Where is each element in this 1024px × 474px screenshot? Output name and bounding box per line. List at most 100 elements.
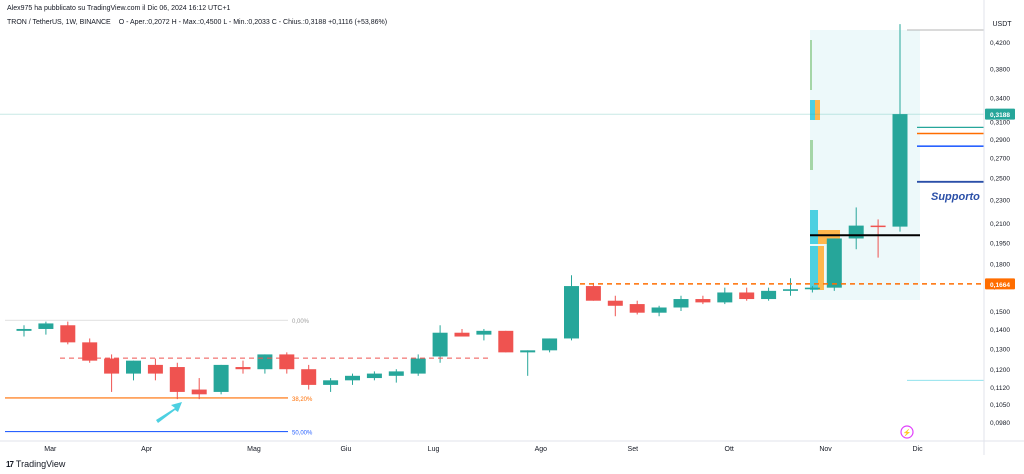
candle-body [366,373,382,379]
candle [783,278,798,296]
candle [147,358,163,381]
candle [410,354,426,376]
price-tick-label: 0,2500 [990,176,1010,183]
brand: 17 TradingView [6,459,65,469]
candle [323,378,339,392]
candle-body [651,307,667,313]
candle-body [104,358,120,374]
price-tick-label: 0,2900 [990,137,1010,144]
publisher-line: Alex975 ha pubblicato su TradingView.com… [7,5,231,12]
price-tick-label: 0,1300 [990,346,1010,353]
candle-body [892,114,908,227]
event-marker-icon[interactable] [900,425,914,439]
candle [257,354,273,374]
time-tick-label: Mar [44,446,57,453]
candle [126,360,141,381]
candle-body [673,299,689,308]
vp-bar [810,140,813,170]
horizontal-lines: Supporto [0,29,984,381]
tradingview-logo-icon: 17 [6,459,14,469]
vp-bar [810,230,818,244]
candle [761,287,777,301]
vp-bar [815,100,820,120]
price-tick-label: 0,1050 [990,402,1010,409]
candle-body [585,286,601,301]
candle [476,328,492,341]
candle [585,282,601,301]
price-tick-label: 0,3100 [990,119,1010,126]
candle-body [607,300,623,306]
candle [826,238,842,291]
price-tick-label: 0,1400 [990,327,1010,334]
candle-body [213,364,229,392]
candle-body [235,367,251,370]
candle-body [542,338,558,351]
ohlc-values: O - Aper.:0,2072 H - Max.:0,4500 L - Min… [118,19,388,26]
time-tick-label: Nov [819,446,832,453]
price-tick-label: 0,1120 [990,385,1010,392]
fib-label: 50,00% [292,431,313,437]
time-axis[interactable]: Mar Apr Mag Giu Lug Ago Set Ott Nov Dic [0,440,1024,453]
annotations: ⚡ [156,402,914,439]
candle [695,295,711,305]
candle [607,295,623,317]
candle-body [804,287,820,290]
price-axis[interactable]: USDT 0,4200 0,3800 0,3400 0,3100 0,2900 0,2700… [983,0,1015,455]
candle-body [783,289,798,291]
candle-body [870,225,886,228]
candles [16,24,908,400]
price-tick-label: 0,2300 [990,197,1010,204]
price-badge: 0,3188 [985,108,1015,120]
candle [717,287,733,305]
candle-body [345,375,360,381]
price-tick-label: 0,2700 [990,155,1010,162]
candle-body [717,292,733,303]
symbol-name[interactable]: TRON / TetherUS, 1W, BINANCE [7,19,111,26]
vp-bar [810,40,812,90]
candle-body [301,369,317,385]
price-tick-label: 0,3400 [990,95,1010,102]
price-tick-label: 0,1500 [990,309,1010,316]
candle-body [454,332,470,337]
candle-body [629,304,645,313]
candle [82,338,98,363]
time-tick-label: Ott [725,446,734,453]
candle [301,364,317,390]
candle [432,325,448,363]
price-tick-label: 0,1200 [990,367,1010,374]
brand-name: TradingView [15,459,66,469]
candle [388,369,404,383]
candle-body [60,325,76,343]
candle [60,321,76,345]
price-badge: 0,1664 [985,278,1015,290]
candle [279,352,295,374]
candle [870,219,886,258]
candle-body [323,380,339,385]
candle [16,325,32,337]
candle [345,373,360,385]
support-label: Supporto [931,191,980,203]
price-tick-label: 0,4200 [990,40,1010,47]
candle-body [257,354,273,370]
candle-body [169,367,185,392]
candle-body [147,364,163,374]
price-badge-bg [985,108,1015,120]
candle-body [191,389,207,395]
price-tick-label: 0,3800 [990,66,1010,73]
time-tick-label: Lug [428,446,440,453]
price-badge-label: 0,1664 [990,282,1010,289]
candle [235,360,251,374]
candle-body [476,330,492,335]
price-badge-bg [985,278,1015,290]
candle [454,328,470,337]
price-tick-label: 0,1950 [990,240,1010,247]
candle-body [388,371,404,376]
time-tick-label: Mag [247,446,261,453]
candle-body [520,350,536,353]
currency-label: USDT [992,21,1012,28]
price-tick-label: 0,0980 [990,420,1010,427]
fib-label: 38,20% [292,397,313,403]
candle [892,24,908,232]
candle [38,321,54,335]
